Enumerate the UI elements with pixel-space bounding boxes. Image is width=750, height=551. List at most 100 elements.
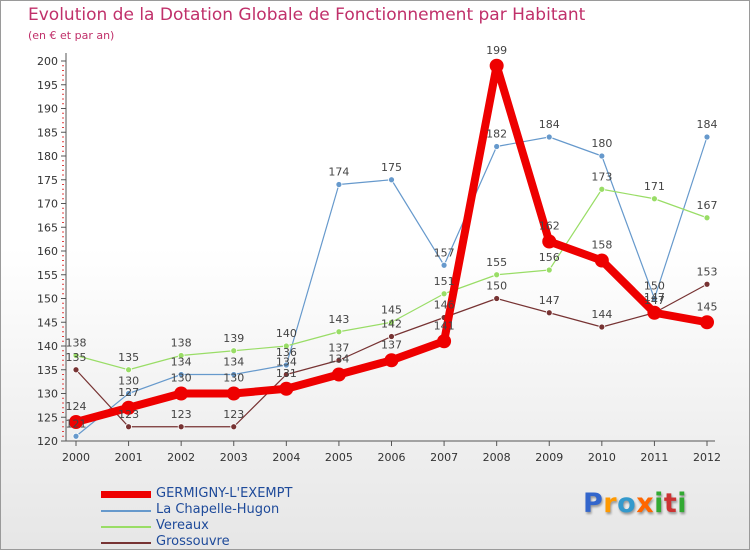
x-tick-label: 2012 (693, 451, 721, 464)
data-point (282, 342, 290, 350)
data-label: 123 (223, 408, 244, 421)
y-tick-label: 145 (37, 316, 58, 329)
data-point (177, 371, 185, 378)
y-tick-label: 190 (37, 103, 58, 116)
y-tick-label: 125 (37, 411, 58, 424)
data-label: 144 (591, 308, 612, 321)
data-point (69, 415, 83, 429)
data-label: 138 (66, 337, 87, 350)
y-tick-label: 185 (37, 126, 58, 139)
legend-swatch-germigny (101, 491, 151, 498)
data-label: 151 (434, 275, 455, 288)
data-point (279, 381, 294, 396)
logo-letter: o (617, 488, 637, 519)
chart-subtitle: (en € et par an) (28, 29, 115, 42)
data-label: 134 (276, 356, 297, 369)
data-point (598, 185, 606, 193)
data-label: 131 (276, 367, 297, 380)
data-point (489, 58, 504, 73)
data-label: 135 (118, 351, 139, 364)
data-label: 153 (697, 265, 718, 278)
data-label: 143 (328, 313, 349, 326)
data-point (384, 353, 399, 368)
data-point (542, 234, 557, 249)
data-point (121, 400, 136, 415)
data-label: 167 (697, 199, 718, 212)
series-grossouvre (72, 280, 711, 431)
data-point (177, 423, 185, 431)
data-label: 155 (486, 256, 507, 269)
data-point (598, 152, 606, 160)
legend-swatch-la-chapelle-hugon (101, 510, 151, 512)
x-tick-label: 2006 (378, 451, 406, 464)
y-tick-label: 155 (37, 269, 58, 282)
y-tick-label: 180 (37, 150, 58, 163)
data-point (388, 333, 395, 340)
y-tick-label: 120 (37, 435, 58, 448)
data-label: 158 (591, 239, 612, 252)
y-tick-label: 200 (37, 55, 58, 68)
data-point (440, 290, 448, 298)
data-point (493, 143, 501, 150)
line-chart: 120 125 130 135 140 145 150 155 160 165 170 175 180 1… (37, 44, 721, 464)
data-label: 150 (644, 280, 665, 293)
data-label: 130 (171, 372, 192, 385)
data-label: 130 (118, 375, 139, 388)
y-tick-label: 165 (37, 221, 58, 234)
y-tick-label: 130 (37, 388, 58, 401)
x-tick-label: 2002 (167, 451, 195, 464)
data-point (125, 390, 132, 397)
data-label: 147 (644, 294, 665, 307)
data-point (335, 356, 343, 364)
data-label: 135 (66, 351, 87, 364)
data-label: 199 (486, 44, 507, 57)
data-label: 134 (223, 356, 244, 369)
data-point (598, 323, 606, 331)
x-tick-label: 2005 (325, 451, 353, 464)
legend-swatch-grossouvre (101, 542, 151, 544)
data-label: 150 (486, 280, 507, 293)
logo-letter: r (603, 488, 618, 519)
data-label: 145 (381, 303, 402, 316)
data-label: 140 (276, 327, 297, 340)
series-vereaux (72, 185, 711, 374)
legend-label-grossouvre: Grossouvre (156, 534, 230, 549)
data-point (545, 266, 553, 274)
data-label: 156 (539, 251, 560, 264)
logo-letter: i (654, 488, 664, 519)
axes-layer: 120 125 130 135 140 145 150 155 160 165 170 175 180 1… (37, 53, 721, 464)
data-point (125, 366, 132, 374)
data-point (282, 371, 290, 378)
data-label: 184 (697, 118, 718, 131)
data-point (703, 280, 711, 288)
x-tick-label: 2003 (220, 451, 248, 464)
data-point (335, 328, 343, 336)
data-label: 173 (591, 170, 612, 183)
data-point (651, 195, 658, 203)
series-layer (69, 58, 714, 440)
data-point (388, 176, 395, 184)
data-label: 175 (381, 161, 402, 174)
data-point (545, 133, 553, 141)
data-label: 139 (223, 332, 244, 345)
data-label: 123 (118, 408, 139, 421)
data-point (437, 334, 452, 349)
data-point (388, 318, 395, 326)
data-label: 134 (171, 356, 192, 369)
data-point (230, 347, 238, 355)
data-point (335, 181, 343, 188)
legend-swatch-vereaux (101, 526, 151, 528)
y-tick-label: 175 (37, 174, 58, 187)
logo-letter: i (677, 488, 688, 519)
data-label: 141 (434, 319, 455, 332)
data-point (700, 315, 714, 330)
data-label: 145 (697, 300, 718, 313)
logo-letter: P (583, 488, 604, 519)
data-point (331, 367, 346, 382)
data-point (174, 386, 189, 401)
data-label: 174 (328, 166, 349, 179)
y-tick-label: 195 (37, 79, 58, 92)
data-label: 137 (328, 341, 349, 354)
y-tick-label: 170 (37, 198, 58, 211)
data-label: 121 (66, 417, 87, 430)
